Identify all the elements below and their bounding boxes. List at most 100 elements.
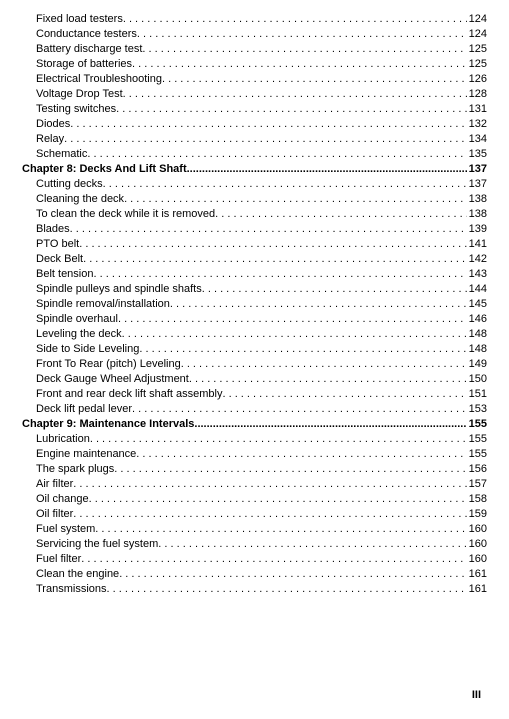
toc-label: Deck lift pedal lever <box>36 402 132 417</box>
toc-leader: . . . . . . . . . . . . . . . . . . . . … <box>202 282 467 297</box>
toc-entry: Clean the engine . . . . . . . . . . . .… <box>22 567 487 582</box>
toc-page-number: 125 <box>467 57 487 72</box>
toc-page-number: 160 <box>467 552 487 567</box>
toc-entry: Blades . . . . . . . . . . . . . . . . .… <box>22 222 487 237</box>
toc-leader: . . . . . . . . . . . . . . . . . . . . … <box>90 432 467 447</box>
toc-leader: . . . . . . . . . . . . . . . . . . . . … <box>189 372 467 387</box>
toc-page-number: 134 <box>467 132 487 147</box>
toc-entry: Leveling the deck . . . . . . . . . . . … <box>22 327 487 342</box>
toc-entry: Servicing the fuel system . . . . . . . … <box>22 537 487 552</box>
toc-page-number: 160 <box>467 537 487 552</box>
toc-entry: Belt tension . . . . . . . . . . . . . .… <box>22 267 487 282</box>
toc-leader: . . . . . . . . . . . . . . . . . . . . … <box>116 102 467 117</box>
toc-leader: . . . . . . . . . . . . . . . . . . . . … <box>123 12 467 27</box>
toc-label: Servicing the fuel system <box>36 537 158 552</box>
toc-label: Oil change <box>36 492 89 507</box>
toc-leader: . . . . . . . . . . . . . . . . . . . . … <box>93 267 466 282</box>
toc-leader: . . . . . . . . . . . . . . . . . . . . … <box>70 222 467 237</box>
toc-entry: Schematic . . . . . . . . . . . . . . . … <box>22 147 487 162</box>
toc-leader: . . . . . . . . . . . . . . . . . . . . … <box>222 387 466 402</box>
toc-page-number: 135 <box>467 147 487 162</box>
toc-page-number: 155 <box>467 432 487 447</box>
toc-leader: . . . . . . . . . . . . . . . . . . . . … <box>162 72 467 87</box>
toc-label: Front To Rear (pitch) Leveling <box>36 357 181 372</box>
toc-page-number: 148 <box>467 342 487 357</box>
toc-leader: . . . . . . . . . . . . . . . . . . . . … <box>122 327 467 342</box>
toc-entry: Testing switches . . . . . . . . . . . .… <box>22 102 487 117</box>
toc-label: Front and rear deck lift shaft assembly <box>36 387 222 402</box>
toc-label: Cutting decks <box>36 177 103 192</box>
toc-entry: Fuel filter . . . . . . . . . . . . . . … <box>22 552 487 567</box>
toc-page-number: 148 <box>467 327 487 342</box>
toc-entry: PTO belt . . . . . . . . . . . . . . . .… <box>22 237 487 252</box>
toc-label: Clean the engine <box>36 567 119 582</box>
toc-entry: Oil filter . . . . . . . . . . . . . . .… <box>22 507 487 522</box>
toc-page-number: 138 <box>467 207 487 222</box>
toc-label: Engine maintenance <box>36 447 136 462</box>
toc-leader: . . . . . . . . . . . . . . . . . . . . … <box>64 132 467 147</box>
toc-entry: Side to Side Leveling . . . . . . . . . … <box>22 342 487 357</box>
toc-leader: . . . . . . . . . . . . . . . . . . . . … <box>181 357 467 372</box>
toc-entry: Cleaning the deck . . . . . . . . . . . … <box>22 192 487 207</box>
toc-entry: Lubrication . . . . . . . . . . . . . . … <box>22 432 487 447</box>
toc-label: Storage of batteries <box>36 57 132 72</box>
toc-page-number: 157 <box>467 477 487 492</box>
toc-entry: Deck Gauge Wheel Adjustment . . . . . . … <box>22 372 487 387</box>
toc-label: Fuel system <box>36 522 95 537</box>
toc-leader: . . . . . . . . . . . . . . . . . . . . … <box>170 297 467 312</box>
toc-leader: . . . . . . . . . . . . . . . . . . . . … <box>142 42 466 57</box>
toc-page-number: 160 <box>467 522 487 537</box>
toc-leader: . . . . . . . . . . . . . . . . . . . . … <box>215 207 466 222</box>
toc-label: To clean the deck while it is removed <box>36 207 215 222</box>
toc-entry: Relay . . . . . . . . . . . . . . . . . … <box>22 132 487 147</box>
toc-label: Side to Side Leveling <box>36 342 139 357</box>
toc-page-number: 143 <box>467 267 487 282</box>
toc-page-number: 155 <box>467 417 487 432</box>
toc-page-number: 161 <box>467 582 487 597</box>
toc-label: Belt tension <box>36 267 93 282</box>
toc-label: Oil filter <box>36 507 73 522</box>
toc-leader: . . . . . . . . . . . . . . . . . . . . … <box>132 402 467 417</box>
toc-leader: . . . . . . . . . . . . . . . . . . . . … <box>119 567 466 582</box>
toc-entry: Electrical Troubleshooting . . . . . . .… <box>22 72 487 87</box>
toc-entry: Spindle removal/installation . . . . . .… <box>22 297 487 312</box>
toc-label: Deck Belt <box>36 252 83 267</box>
toc-page-number: 128 <box>467 87 487 102</box>
toc-page-number: 139 <box>467 222 487 237</box>
toc-leader: . . . . . . . . . . . . . . . . . . . . … <box>139 342 466 357</box>
toc-page-number: 155 <box>467 447 487 462</box>
toc-page-number: 150 <box>467 372 487 387</box>
toc-label: Spindle overhaul <box>36 312 118 327</box>
toc-leader: . . . . . . . . . . . . . . . . . . . . … <box>70 117 466 132</box>
toc-leader: . . . . . . . . . . . . . . . . . . . . … <box>124 192 467 207</box>
toc-leader: . . . . . . . . . . . . . . . . . . . . … <box>137 27 467 42</box>
toc-page-number: 153 <box>467 402 487 417</box>
toc-entry: Deck Belt . . . . . . . . . . . . . . . … <box>22 252 487 267</box>
toc-page-number: 138 <box>467 192 487 207</box>
toc-label: The spark plugs <box>36 462 114 477</box>
toc-label: Chapter 9: Maintenance Intervals <box>22 417 194 432</box>
toc-leader: . . . . . . . . . . . . . . . . . . . . … <box>114 462 466 477</box>
toc-page-number: 137 <box>467 162 487 177</box>
toc-entry: Front and rear deck lift shaft assembly … <box>22 387 487 402</box>
toc-leader: . . . . . . . . . . . . . . . . . . . . … <box>107 582 467 597</box>
toc-page-number: 149 <box>467 357 487 372</box>
toc-page-number: 159 <box>467 507 487 522</box>
toc-leader: . . . . . . . . . . . . . . . . . . . . … <box>83 252 467 267</box>
toc-leader: . . . . . . . . . . . . . . . . . . . . … <box>158 537 466 552</box>
toc-leader: . . . . . . . . . . . . . . . . . . . . … <box>103 177 467 192</box>
toc-label: Fuel filter <box>36 552 81 567</box>
toc-entry: Fuel system . . . . . . . . . . . . . . … <box>22 522 487 537</box>
toc-entry: Diodes . . . . . . . . . . . . . . . . .… <box>22 117 487 132</box>
toc-page-number: 158 <box>467 492 487 507</box>
toc-label: Leveling the deck <box>36 327 122 342</box>
toc-page-number: 161 <box>467 567 487 582</box>
toc-page-number: 131 <box>467 102 487 117</box>
toc-leader: . . . . . . . . . . . . . . . . . . . . … <box>95 522 466 537</box>
toc-page-number: 151 <box>467 387 487 402</box>
toc-label: Lubrication <box>36 432 90 447</box>
toc-leader: . . . . . . . . . . . . . . . . . . . . … <box>87 147 466 162</box>
toc-page-number: 142 <box>467 252 487 267</box>
toc-page-number: 125 <box>467 42 487 57</box>
toc-leader: ........................................… <box>187 162 467 177</box>
